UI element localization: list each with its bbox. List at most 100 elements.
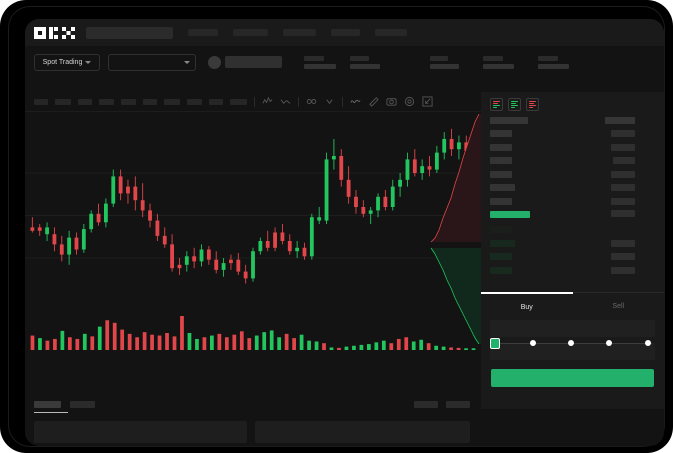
top-navigation-bar xyxy=(25,19,664,46)
nav-item-3[interactable] xyxy=(283,29,316,36)
candlestick-chart[interactable] xyxy=(25,112,481,302)
orderbook-ask-row-1[interactable] xyxy=(490,130,512,137)
chevron-down-icon xyxy=(85,60,92,64)
ticker-stat-5 xyxy=(538,55,569,69)
last-price-value xyxy=(225,56,282,68)
bottom-tab-open-orders[interactable] xyxy=(34,401,61,408)
orderbook-ask-row-6[interactable] xyxy=(490,197,512,205)
amount-slider[interactable] xyxy=(481,329,664,359)
orderbook-mode-buttons xyxy=(481,92,664,111)
order-price-field[interactable] xyxy=(490,320,655,337)
bottom-tabs xyxy=(25,396,481,414)
orderbook-ask-total-5[interactable] xyxy=(611,184,635,191)
timeframe-button-2[interactable] xyxy=(55,98,71,105)
orderbook-panel: Buy Sell xyxy=(481,92,664,409)
orderbook-ask-row-3[interactable] xyxy=(490,157,512,164)
orderbook-spread-row[interactable] xyxy=(490,211,530,218)
trading-mode-select[interactable]: Spot Trading xyxy=(34,53,100,71)
chevron-down-icon xyxy=(184,60,190,64)
wave-icon[interactable] xyxy=(350,96,361,107)
slider-handle[interactable] xyxy=(490,338,500,349)
orderbook-bid-row-1[interactable] xyxy=(490,226,512,233)
volume-chart[interactable] xyxy=(25,302,481,396)
bottom-card-left[interactable] xyxy=(34,421,247,443)
orderbook-bid-total-3[interactable] xyxy=(611,253,635,260)
slider-step-50[interactable] xyxy=(568,340,574,346)
okx-logo[interactable] xyxy=(34,26,76,39)
ticker-stat-2 xyxy=(350,55,380,69)
ruler-icon[interactable] xyxy=(368,96,379,107)
slider-step-100[interactable] xyxy=(645,340,651,346)
orderbook-ask-total-4[interactable] xyxy=(611,170,635,178)
timeframe-button-5[interactable] xyxy=(121,98,136,105)
orderbook-bid-total-4[interactable] xyxy=(611,266,635,274)
orderbook-rows[interactable] xyxy=(481,117,664,302)
orderbook-mode-both[interactable] xyxy=(490,98,503,111)
active-tab-underline xyxy=(34,412,68,413)
timeframe-button-4[interactable] xyxy=(99,98,114,105)
toolbar-divider xyxy=(342,96,343,107)
timeframe-button-1[interactable] xyxy=(34,98,48,105)
orderbook-ask-row-4[interactable] xyxy=(490,170,512,178)
orderbook-ask-total-1[interactable] xyxy=(611,130,635,137)
trading-pair-select[interactable] xyxy=(108,53,196,71)
orderbook-ask-total-last[interactable] xyxy=(611,210,635,217)
nav-item-5[interactable] xyxy=(375,29,407,36)
slider-step-25[interactable] xyxy=(530,340,536,346)
bottom-control-1[interactable] xyxy=(414,401,438,408)
orderbook-ask-row-5[interactable] xyxy=(490,184,515,191)
timeframe-button-9[interactable] xyxy=(209,98,223,105)
settings-icon[interactable] xyxy=(404,96,415,107)
orderbook-ask-row-2[interactable] xyxy=(490,143,512,151)
fullscreen-icon[interactable] xyxy=(422,96,433,107)
timeframe-button-7[interactable] xyxy=(164,98,180,105)
ticker-stat-3 xyxy=(430,55,459,69)
chart-toolbar xyxy=(25,92,481,112)
toolbar-divider xyxy=(254,96,255,107)
ticker-stat-4 xyxy=(483,55,514,69)
orderbook-mode-bids[interactable] xyxy=(508,98,521,111)
orderbook-bid-row-2[interactable] xyxy=(490,239,515,247)
order-amount-field[interactable] xyxy=(490,343,655,360)
candles-group xyxy=(30,128,476,284)
orderbook-bid-row-3[interactable] xyxy=(490,253,512,260)
camera-icon[interactable] xyxy=(386,96,397,107)
line-chart-icon[interactable] xyxy=(262,96,273,107)
order-form-fields xyxy=(481,320,664,366)
candle-icon[interactable] xyxy=(280,96,291,107)
timeframe-button-6[interactable] xyxy=(143,98,157,105)
timeframe-button-3[interactable] xyxy=(78,98,92,105)
nav-item-1[interactable] xyxy=(188,29,218,36)
orderbook-header-left[interactable] xyxy=(490,117,528,124)
orderbook-bid-row-4[interactable] xyxy=(490,266,512,274)
toolbar-divider xyxy=(298,96,299,107)
slider-step-75[interactable] xyxy=(606,340,612,346)
tab-sell[interactable]: Sell xyxy=(572,292,664,320)
orderbook-ask-total-6[interactable] xyxy=(611,197,635,205)
bottom-control-2[interactable] xyxy=(446,401,470,408)
volume-bars-group xyxy=(30,316,476,350)
device-bezel: Spot Trading xyxy=(8,6,665,447)
orderbook-ask-total-3[interactable] xyxy=(613,157,635,164)
bottom-card-right[interactable] xyxy=(255,421,470,443)
indicator-icon[interactable] xyxy=(306,96,317,107)
timeframe-button-8[interactable] xyxy=(187,98,202,105)
tab-buy[interactable]: Buy xyxy=(481,292,573,320)
trading-mode-label: Spot Trading xyxy=(42,58,83,66)
order-side-tabs: Buy Sell xyxy=(481,292,664,320)
orderbook-header-right[interactable] xyxy=(605,117,635,124)
bottom-tab-positions[interactable] xyxy=(70,401,95,408)
orderbook-ask-total-2[interactable] xyxy=(611,143,635,151)
ticker-bar: Spot Trading xyxy=(25,46,664,78)
chart-gridlines xyxy=(25,172,481,259)
chevron-down-icon[interactable] xyxy=(324,96,335,107)
search-input[interactable] xyxy=(86,26,173,39)
place-order-button[interactable] xyxy=(491,369,654,387)
nav-item-4[interactable] xyxy=(331,29,360,36)
orderbook-bid-total-2[interactable] xyxy=(611,239,635,247)
coin-avatar xyxy=(208,55,221,69)
orderbook-mode-asks[interactable] xyxy=(526,98,539,111)
nav-item-2[interactable] xyxy=(233,29,268,36)
timeframe-button-10[interactable] xyxy=(230,98,247,105)
